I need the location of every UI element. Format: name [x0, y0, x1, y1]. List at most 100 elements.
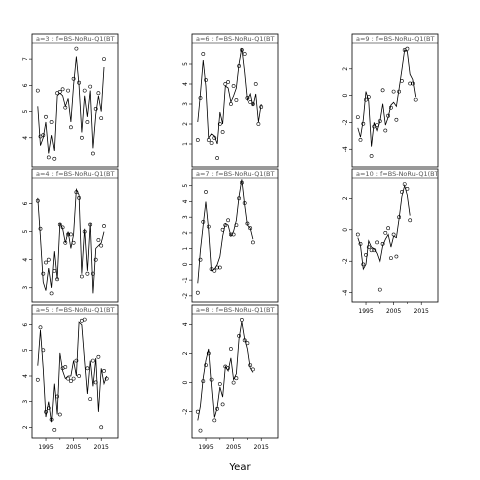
data-point	[102, 368, 106, 373]
panel-data	[35, 46, 106, 161]
series-line	[37, 321, 108, 423]
data-point	[375, 240, 380, 245]
data-point	[41, 348, 46, 353]
data-point	[375, 123, 380, 128]
data-point	[85, 366, 90, 371]
data-point	[93, 107, 98, 111]
data-point	[63, 240, 68, 245]
data-point	[57, 412, 62, 417]
y-tick-label: 7	[22, 57, 29, 61]
data-point	[364, 252, 368, 257]
data-point	[80, 135, 84, 140]
panel-data	[35, 317, 109, 432]
data-point	[388, 105, 393, 110]
panel-frame	[351, 168, 439, 303]
panel-data	[195, 47, 264, 160]
data-point	[88, 222, 93, 227]
data-point	[44, 409, 48, 414]
panel-strip-label: a=5 : f=BS-NoRu-Q1(BT	[36, 306, 114, 314]
panel-data	[195, 317, 255, 433]
data-point	[201, 219, 206, 224]
panel: a=6 : f=BS-NoRu-Q1(BT 1 2 3 4 5	[182, 33, 279, 168]
data-point	[96, 91, 101, 96]
data-point	[217, 122, 222, 126]
x-tick-label: 2015	[414, 308, 429, 315]
x-tick-label: 2005	[66, 444, 81, 451]
data-point	[408, 81, 413, 86]
data-point	[358, 137, 363, 142]
data-point	[63, 365, 68, 369]
data-point	[245, 96, 250, 100]
data-point	[397, 215, 402, 220]
data-point	[358, 241, 363, 246]
data-point	[82, 317, 87, 322]
panel-frame	[191, 304, 279, 439]
data-point	[77, 80, 82, 85]
data-point	[399, 79, 404, 83]
data-point	[201, 52, 206, 56]
data-point	[74, 358, 79, 363]
data-point	[52, 268, 57, 273]
panel-strip-label: a=6 : f=BS-NoRu-Q1(BT	[196, 35, 274, 43]
data-point	[60, 225, 65, 230]
panel-frame	[31, 168, 119, 303]
data-point	[239, 317, 244, 322]
data-point	[63, 105, 68, 110]
data-point	[85, 271, 90, 276]
y-tick-label: 3	[22, 286, 29, 290]
data-point	[55, 394, 60, 399]
y-tick-label: 6	[22, 201, 29, 205]
data-point	[366, 95, 371, 99]
data-point	[372, 248, 377, 253]
panel-data	[355, 46, 418, 158]
data-point	[88, 84, 93, 89]
data-point	[206, 224, 211, 229]
data-point	[361, 121, 366, 126]
data-point	[44, 114, 48, 119]
data-point	[96, 354, 101, 359]
y-tick-label: 1	[182, 142, 189, 146]
data-point	[212, 136, 217, 140]
data-point	[245, 341, 250, 346]
data-point	[66, 376, 71, 381]
data-point	[69, 379, 73, 384]
data-point	[386, 226, 391, 231]
data-point	[226, 366, 231, 370]
data-point	[35, 88, 40, 93]
x-axis-label: Year	[228, 462, 251, 473]
data-point	[380, 88, 385, 93]
data-point	[248, 100, 253, 104]
data-point	[82, 229, 87, 234]
data-point	[234, 376, 239, 381]
panel-frame	[191, 33, 279, 168]
data-point	[60, 87, 65, 92]
data-point	[212, 268, 217, 273]
data-point	[391, 89, 396, 94]
panel: a=5 : f=BS-NoRu-Q1(BT 2 3 4 5 6 1995 2005 2015	[22, 304, 119, 451]
data-point	[364, 97, 368, 102]
data-point	[55, 277, 60, 282]
data-point	[405, 46, 410, 51]
panel: a=7 : f=BS-NoRu-Q1(BT -2 -1 0 1 2 3 4 5	[182, 168, 279, 303]
y-tick-label: 3	[182, 102, 189, 106]
data-point	[369, 248, 374, 253]
data-point	[377, 119, 382, 124]
data-point	[242, 338, 247, 343]
y-tick-label: 6	[22, 323, 29, 327]
y-tick-label: 2	[342, 67, 349, 71]
data-point	[408, 218, 413, 223]
data-point	[242, 52, 247, 56]
y-tick-label: 2	[342, 196, 349, 200]
data-point	[52, 427, 57, 432]
panel-data	[195, 179, 255, 295]
y-tick-label: -1	[182, 277, 189, 283]
data-point	[41, 133, 46, 138]
data-point	[397, 89, 402, 94]
data-point	[204, 78, 208, 82]
data-point	[74, 46, 79, 51]
data-point	[215, 156, 220, 160]
data-point	[71, 76, 76, 81]
series-line	[37, 187, 105, 294]
data-point	[355, 232, 360, 237]
